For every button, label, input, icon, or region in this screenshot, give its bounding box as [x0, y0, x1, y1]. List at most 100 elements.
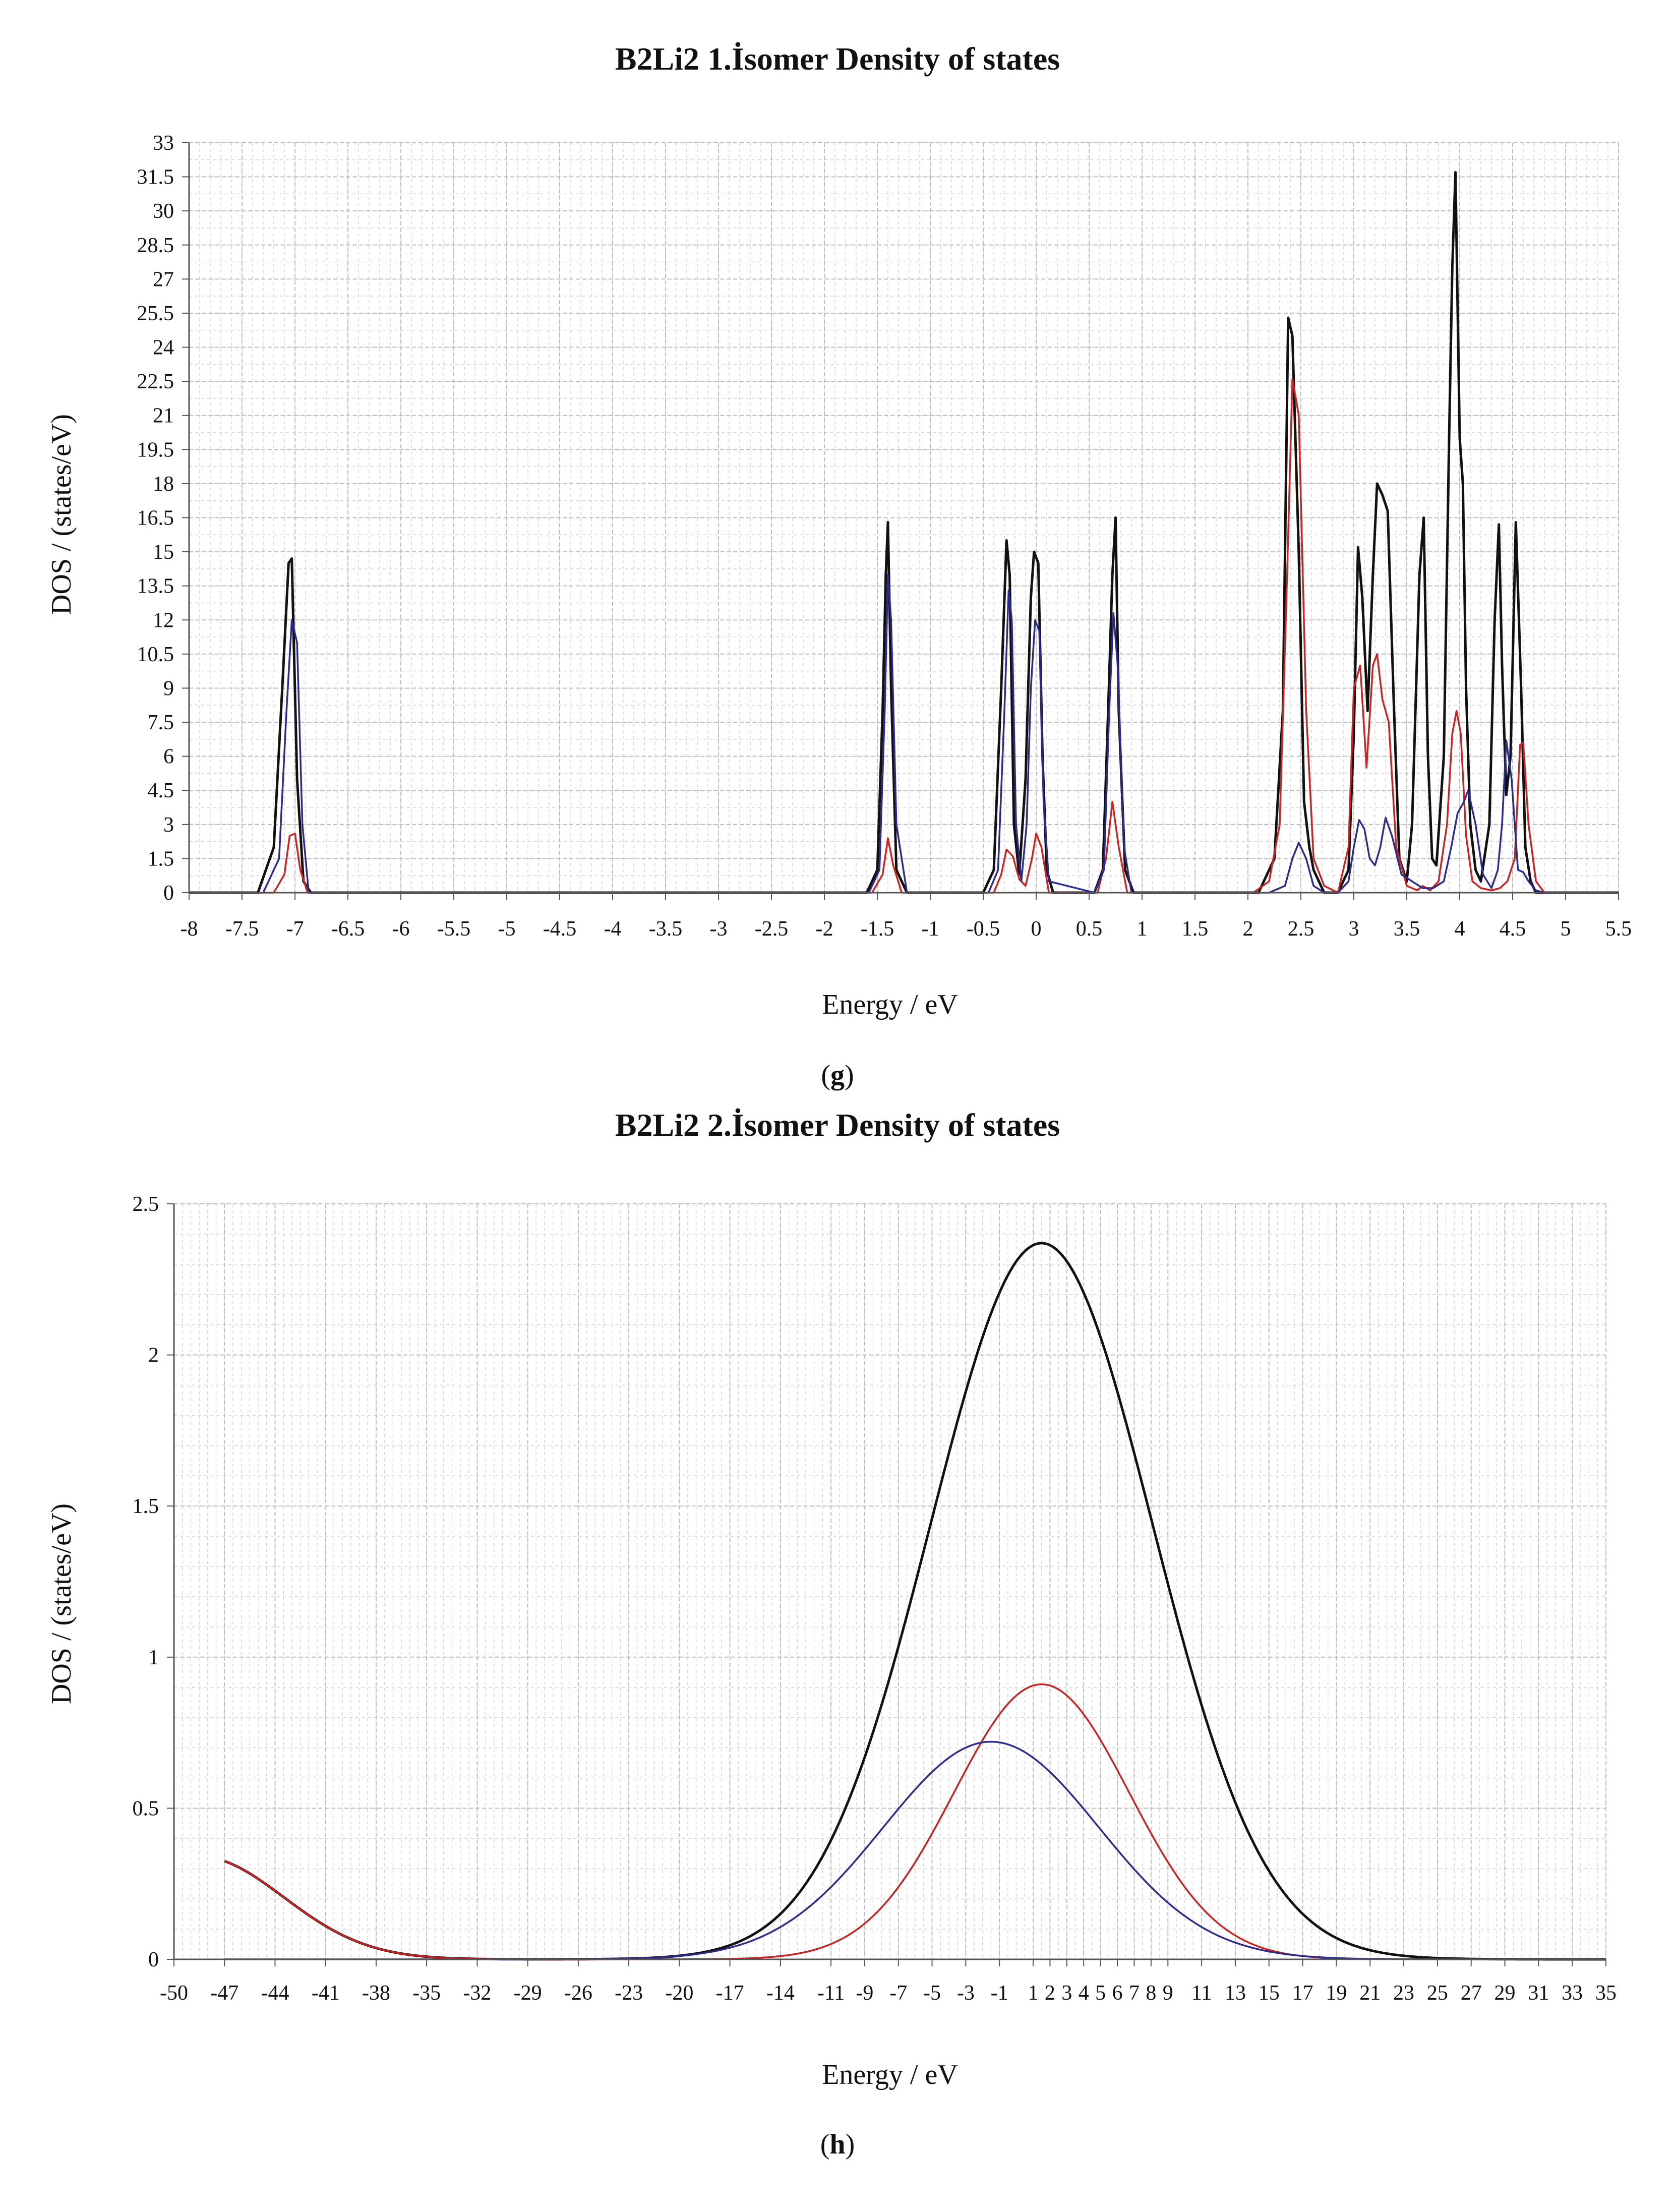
y-tick-label: 13.5 [137, 575, 174, 598]
x-tick-label: 1 [1028, 1982, 1039, 2005]
y-tick-label: 3 [163, 813, 174, 837]
x-tick-label: -26 [564, 1982, 592, 2005]
x-tick-label: -32 [463, 1982, 491, 2005]
gridlines [173, 1203, 1606, 1960]
x-tick-label: -4 [604, 917, 622, 941]
x-tick-label: -6.5 [331, 917, 365, 941]
x-tick-label: 31 [1528, 1982, 1549, 2005]
x-tick-label: 19 [1326, 1982, 1347, 2005]
x-tick-label: -8 [181, 917, 198, 941]
x-tick-label: 2 [1045, 1982, 1055, 2005]
y-tick-label: 22.5 [137, 370, 174, 393]
y-tick-label: 0 [148, 1948, 159, 1971]
x-tick-label: -4.5 [543, 917, 577, 941]
x-tick-label: 3 [1349, 917, 1359, 941]
y-tick-label: 19.5 [137, 438, 174, 461]
x-tick-label: 2 [1243, 917, 1253, 941]
series-line-total [189, 171, 1619, 894]
x-tick-label: 23 [1393, 1982, 1414, 2005]
x-tick-label: 15 [1259, 1982, 1280, 2005]
axes [182, 142, 1619, 900]
x-tick-label: -3.5 [649, 917, 683, 941]
x-tick-label: -11 [817, 1982, 845, 2005]
series-line-partial-blue [189, 573, 1619, 894]
x-tick-label: -50 [160, 1982, 188, 2005]
x-tick-label: -5 [498, 917, 516, 941]
y-tick-label: 30 [153, 200, 174, 223]
x-tick-label: 7 [1129, 1982, 1140, 2005]
x-tick-label: -2 [816, 917, 833, 941]
x-tick-label: 17 [1292, 1982, 1313, 2005]
x-tick-label: 0.5 [1076, 917, 1103, 941]
x-tick-label: -6 [392, 917, 410, 941]
x-tick-labels: -50 -47 -44 -41 -38 -35 -32 -29 -26 -23 -20 -17 -14-… [160, 1982, 1617, 2005]
x-tick-label: 9 [1163, 1982, 1173, 2005]
x-tick-label: -7 [889, 1982, 907, 2005]
x-tick-label: -35 [412, 1982, 441, 2005]
y-tick-label: 6 [163, 745, 174, 769]
x-tick-label: 35 [1595, 1982, 1617, 2005]
y-tick-label: 33 [153, 132, 174, 155]
x-tick-label: -5 [923, 1982, 941, 2005]
y-tick-label: 18 [153, 473, 174, 496]
x-tick-label: 11 [1191, 1982, 1212, 2005]
panel-caption: (h) [820, 2129, 855, 2160]
x-tick-label: -7 [286, 917, 304, 941]
chart-g: B2Li2 1.İsomer Density of states -8 -7.5-… [46, 41, 1632, 1091]
y-tick-label: 24 [153, 336, 174, 360]
x-tick-label: 4 [1079, 1982, 1089, 2005]
y-tick-label: 15 [153, 541, 174, 564]
x-tick-label: 33 [1562, 1982, 1583, 2005]
caption-letter: h [829, 2129, 845, 2160]
y-tick-label: 2.5 [133, 1193, 159, 1216]
x-tick-label: -9 [856, 1982, 873, 2005]
x-axis-label: Energy / eV [822, 2059, 958, 2090]
series-line-partial-red [189, 378, 1619, 894]
x-tick-label: -2.5 [755, 917, 789, 941]
x-tick-label: -20 [665, 1982, 693, 2005]
x-tick-labels: -8 -7.5 -7 -6.5 -6 -5.5 -5 -4.5 -4 -3.5 -3 -2.5 -2 -1… [181, 917, 1632, 941]
y-tick-label: 28.5 [137, 234, 174, 257]
x-tick-label: -3 [957, 1982, 975, 2005]
x-tick-label: -1 [991, 1982, 1008, 2005]
panel-caption: (g) [821, 1060, 854, 1091]
x-tick-label: 3.5 [1394, 917, 1420, 941]
y-tick-label: 9 [163, 677, 174, 700]
x-tick-label: 2.5 [1288, 917, 1314, 941]
y-tick-label: 10.5 [137, 643, 174, 666]
x-tick-label: -29 [514, 1982, 542, 2005]
x-tick-label: -1 [922, 917, 939, 941]
gridlines [189, 142, 1619, 893]
y-tick-label: 2 [148, 1344, 159, 1367]
y-tick-label: 16.5 [137, 507, 174, 530]
x-tick-label: 5 [1095, 1982, 1106, 2005]
y-tick-label: 0.5 [133, 1797, 159, 1820]
x-tick-label: -5.5 [437, 917, 471, 941]
y-tick-label: 1 [148, 1646, 159, 1669]
x-tick-label: -17 [716, 1982, 744, 2005]
y-tick-label: 21 [153, 404, 174, 428]
x-tick-label: 6 [1112, 1982, 1123, 2005]
caption-letter: g [830, 1060, 845, 1091]
x-tick-label: 5.5 [1605, 917, 1632, 941]
y-tick-label: 0 [163, 882, 174, 905]
x-tick-label: -41 [312, 1982, 340, 2005]
x-tick-label: -14 [766, 1982, 795, 2005]
x-tick-label: 27 [1461, 1982, 1482, 2005]
x-tick-label: -38 [362, 1982, 390, 2005]
x-tick-label: -0.5 [967, 917, 1000, 941]
y-tick-labels: 0 0.5 1 1.5 2 2.5 [133, 1193, 159, 1971]
x-tick-label: 4.5 [1500, 917, 1526, 941]
y-tick-label: 1.5 [148, 847, 174, 870]
x-tick-label: 29 [1494, 1982, 1516, 2005]
y-tick-label: 31.5 [137, 166, 174, 189]
y-tick-label: 12 [153, 609, 174, 632]
x-tick-label: -47 [210, 1982, 238, 2005]
x-tick-label: 5 [1561, 917, 1571, 941]
series-lines [189, 171, 1619, 894]
x-tick-label: 3 [1061, 1982, 1072, 2005]
y-tick-label: 4.5 [148, 779, 174, 802]
chart-h: B2Li2 2.İsomer Density of states -50 -47-… [46, 1107, 1617, 2160]
y-tick-label: 27 [153, 268, 174, 291]
